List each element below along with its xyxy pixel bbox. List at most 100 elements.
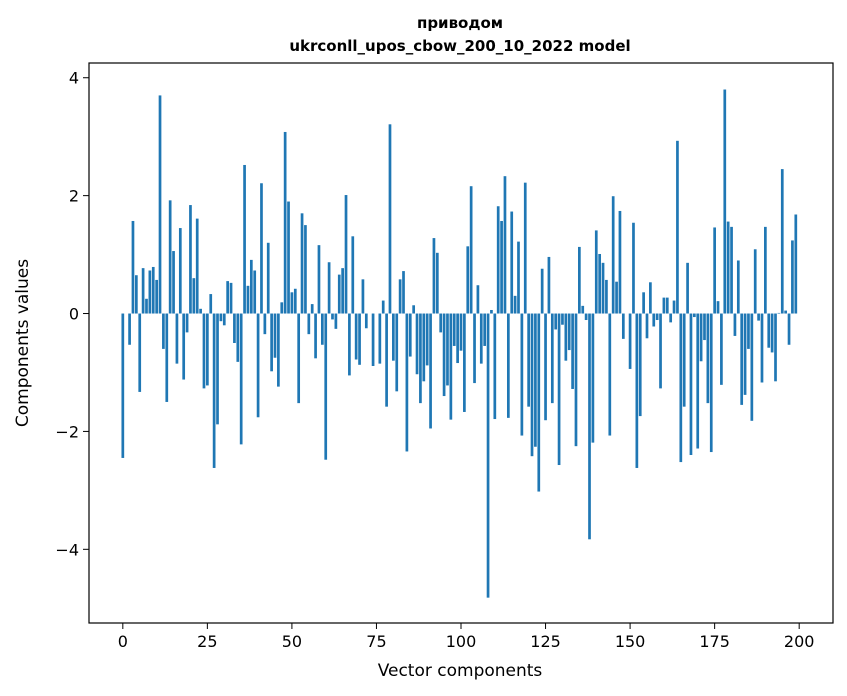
bar [388,124,392,314]
bar [679,313,683,463]
bar [463,313,466,412]
bar [128,313,131,345]
bar [138,313,142,392]
bar [757,313,760,321]
bar [703,313,706,341]
bar [168,200,172,314]
y-tick-label: 0 [69,305,79,324]
plot-frame [88,62,834,624]
bar [537,313,541,492]
x-tick-label: 175 [699,632,730,651]
bar [155,279,158,314]
bar [358,313,361,365]
bar [662,297,666,314]
bar [503,176,507,314]
bar [564,313,568,361]
bar [578,246,581,314]
bar [202,313,206,389]
y-tick-label: 2 [69,187,79,206]
bar [145,298,148,314]
bar [676,140,679,314]
bar [750,313,754,421]
bar [209,294,213,314]
bar [506,313,510,418]
bar [726,221,730,314]
bar [425,313,429,366]
bar [469,186,473,314]
bar [439,313,443,333]
bar [192,278,196,314]
bar [432,238,436,314]
bar [591,313,595,443]
bar [780,169,784,314]
bar [256,313,260,418]
bar [483,313,487,346]
bar [696,313,700,449]
bar [246,285,250,314]
bar [638,313,642,417]
bar [121,313,125,458]
y-tick-label: −4 [55,540,79,559]
bar [395,313,399,392]
bar [740,313,744,405]
x-axis-label: Vector components [378,661,543,681]
bar [723,89,727,314]
bar [632,222,635,314]
bar [594,230,598,314]
bar [222,313,226,326]
bar [331,313,334,320]
bar [327,262,331,314]
bar [794,214,798,314]
bar [510,211,514,314]
bar [692,313,696,318]
bar [266,242,270,314]
bar [151,266,155,314]
bar [730,226,733,314]
bar [713,227,716,314]
bar [513,295,517,314]
bar [520,313,524,436]
x-tick-label: 0 [118,632,128,651]
bar [618,210,622,314]
bar [571,313,574,389]
bar [260,183,263,314]
chart-subtitle: ukrconll_upos_cbow_200_10_2022 model [289,37,630,55]
bar [206,313,209,386]
bar [682,313,686,407]
bar [672,300,676,314]
bar [243,164,246,314]
bar [645,313,649,339]
bar [605,279,608,314]
bar [371,313,375,366]
bar [787,313,791,345]
bar [753,249,757,314]
bar [456,313,459,364]
bar [304,225,307,314]
bar [557,313,561,466]
x-tick-label: 25 [197,632,217,651]
bar [446,313,449,386]
chart-title: приводом [417,14,503,32]
bar [422,313,426,382]
bar [412,305,416,314]
y-tick-label: 4 [69,69,79,88]
bar [777,312,781,314]
bar [195,218,199,314]
bar [621,313,625,339]
bar [239,313,243,445]
bar [449,313,453,420]
bar [774,313,777,382]
bar [249,259,253,314]
bar [148,270,152,314]
bar [236,313,240,362]
bar [588,313,591,540]
bars-group [121,89,798,598]
bar [784,310,788,314]
bar [442,313,446,397]
bar [615,281,618,314]
bar [561,313,564,325]
bar [361,279,365,314]
bar [280,302,284,314]
bar [476,285,480,314]
bar [344,195,348,314]
